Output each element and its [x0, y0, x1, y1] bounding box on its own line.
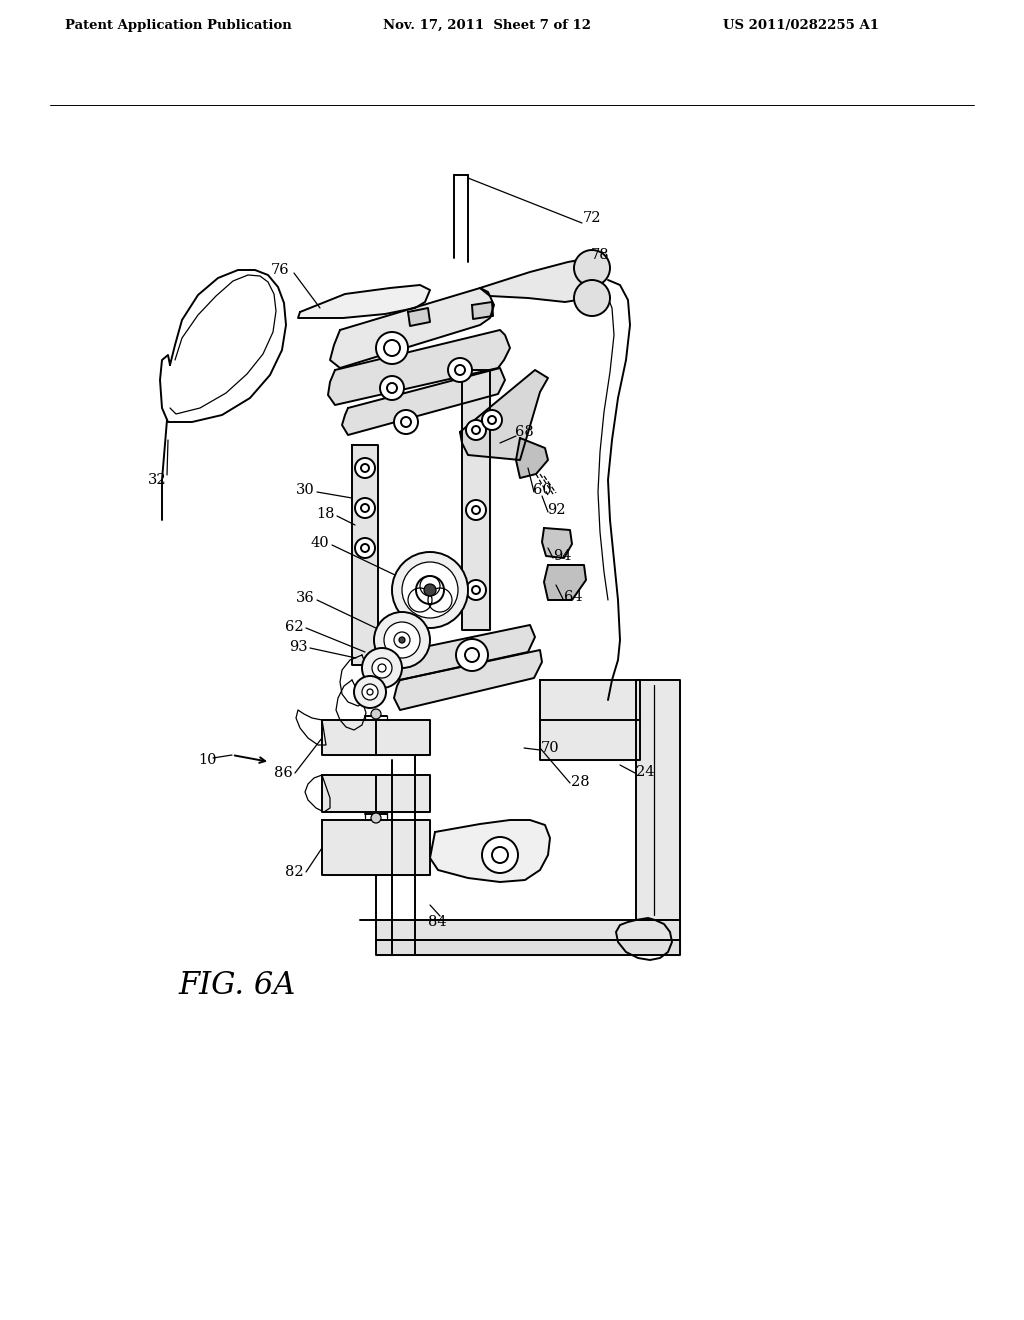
Polygon shape	[330, 288, 494, 368]
Circle shape	[574, 249, 610, 286]
Text: 32: 32	[147, 473, 166, 487]
Text: 86: 86	[273, 766, 293, 780]
Circle shape	[380, 376, 404, 400]
Text: 40: 40	[310, 536, 330, 550]
Polygon shape	[322, 820, 430, 875]
Text: 94: 94	[553, 549, 571, 564]
Text: 10: 10	[198, 752, 216, 767]
Polygon shape	[352, 445, 378, 665]
Circle shape	[424, 583, 436, 597]
Polygon shape	[636, 680, 680, 920]
Circle shape	[362, 648, 402, 688]
Polygon shape	[544, 565, 586, 601]
Polygon shape	[322, 719, 430, 755]
Polygon shape	[540, 680, 640, 760]
Circle shape	[376, 333, 408, 364]
Polygon shape	[394, 624, 535, 680]
Text: 78: 78	[591, 248, 609, 261]
Circle shape	[402, 562, 458, 618]
Circle shape	[466, 420, 486, 440]
Polygon shape	[298, 285, 430, 318]
Polygon shape	[376, 940, 680, 954]
Text: 93: 93	[289, 640, 307, 653]
Text: 76: 76	[270, 263, 290, 277]
Circle shape	[394, 411, 418, 434]
Text: 72: 72	[583, 211, 601, 224]
Text: 18: 18	[315, 507, 334, 521]
Circle shape	[384, 622, 420, 657]
Text: 60: 60	[532, 483, 551, 498]
Text: 36: 36	[296, 591, 314, 605]
Circle shape	[355, 498, 375, 517]
Polygon shape	[342, 368, 505, 436]
Polygon shape	[394, 649, 542, 710]
Text: 64: 64	[563, 590, 583, 605]
Text: FIG. 6A: FIG. 6A	[178, 969, 295, 1001]
Circle shape	[482, 411, 502, 430]
Polygon shape	[322, 775, 430, 812]
Circle shape	[392, 552, 468, 628]
Circle shape	[399, 638, 406, 643]
Polygon shape	[516, 438, 548, 478]
Polygon shape	[472, 302, 493, 319]
Circle shape	[574, 280, 610, 315]
Polygon shape	[328, 330, 510, 405]
Circle shape	[482, 837, 518, 873]
Polygon shape	[460, 370, 548, 459]
Polygon shape	[480, 257, 605, 302]
Polygon shape	[430, 820, 550, 882]
Text: 30: 30	[296, 483, 314, 498]
Text: US 2011/0282255 A1: US 2011/0282255 A1	[723, 18, 879, 32]
Text: 82: 82	[285, 865, 303, 879]
Text: Patent Application Publication: Patent Application Publication	[65, 18, 292, 32]
Text: 62: 62	[285, 620, 303, 634]
Text: 28: 28	[570, 775, 590, 789]
Polygon shape	[408, 308, 430, 326]
Text: 24: 24	[636, 766, 654, 779]
Circle shape	[466, 500, 486, 520]
Circle shape	[371, 709, 381, 719]
Circle shape	[466, 579, 486, 601]
Circle shape	[355, 539, 375, 558]
Text: 84: 84	[428, 915, 446, 929]
Text: 68: 68	[515, 425, 534, 440]
Circle shape	[374, 612, 430, 668]
Text: 70: 70	[541, 741, 559, 755]
Polygon shape	[542, 528, 572, 558]
Circle shape	[456, 639, 488, 671]
Circle shape	[449, 358, 472, 381]
Circle shape	[355, 458, 375, 478]
Circle shape	[372, 657, 392, 678]
Circle shape	[354, 676, 386, 708]
Polygon shape	[462, 370, 490, 630]
Polygon shape	[376, 920, 680, 940]
Text: Nov. 17, 2011  Sheet 7 of 12: Nov. 17, 2011 Sheet 7 of 12	[383, 18, 591, 32]
Text: 92: 92	[547, 503, 565, 517]
Circle shape	[362, 684, 378, 700]
Circle shape	[371, 813, 381, 822]
